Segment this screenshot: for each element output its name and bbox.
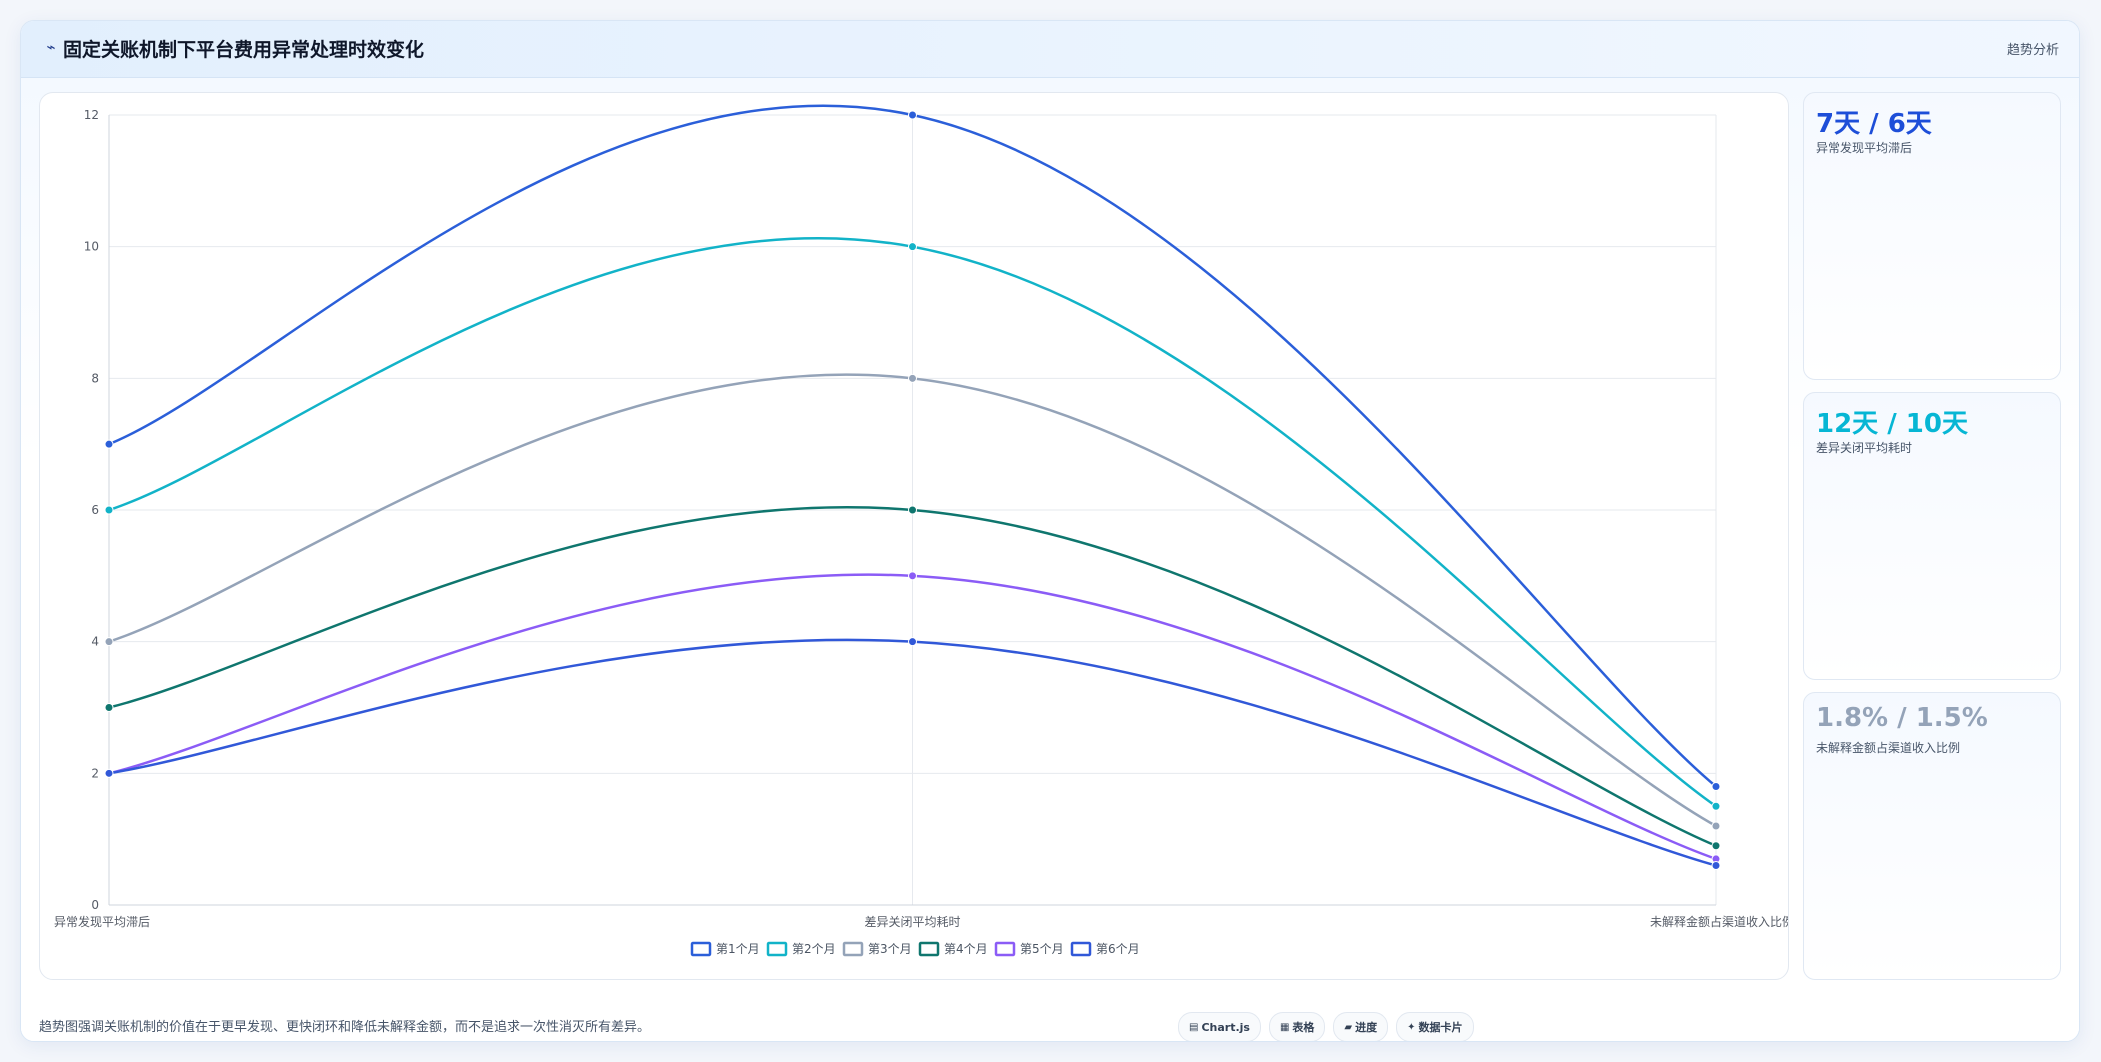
stat-value: 12天 / 10天 xyxy=(1816,409,1968,439)
data-point xyxy=(104,637,114,647)
stat-value: 1.8% / 1.5% xyxy=(1816,703,1988,733)
y-tick-label: 8 xyxy=(91,371,99,385)
chartjs-button[interactable]: ▤ Chart.js xyxy=(1178,1012,1261,1041)
y-tick-label: 6 xyxy=(91,503,99,517)
data-point xyxy=(1711,821,1721,831)
y-tick-label: 0 xyxy=(91,898,99,912)
table-button[interactable]: ▦ 表格 xyxy=(1268,1012,1326,1041)
data-point xyxy=(908,110,917,120)
legend-label: 第3个月 xyxy=(868,942,912,956)
data-point xyxy=(908,571,917,581)
tool-label: 数据卡片 xyxy=(1418,1021,1463,1034)
data-point xyxy=(1711,861,1721,870)
legend-swatch xyxy=(766,941,788,957)
data-point xyxy=(104,703,114,712)
trend-icon: ⌁ xyxy=(46,38,56,56)
progress-icon: ▰ xyxy=(1344,1021,1353,1033)
stat-label: 异常发现平均滞后 xyxy=(1816,141,1913,155)
data-point xyxy=(104,439,114,449)
trend-analysis-label[interactable]: 趋势分析 xyxy=(2006,43,2059,58)
x-tick-label: 差异关闭平均耗时 xyxy=(864,915,960,929)
chart-card: 0 2 4 6 8 10 12 异常发现平均滞后 差异关闭平均耗时 未解释金额占渠道收入比例第1个… xyxy=(39,92,1789,980)
x-tick-label: 异常发现平均滞后 xyxy=(54,914,150,929)
legend-label: 第2个月 xyxy=(792,942,836,956)
header-bar: ⌁ 固定关账机制下平台费用异常处理时效变化 趋势分析 xyxy=(21,21,2079,78)
legend-label: 第5个月 xyxy=(1020,942,1064,956)
line-chart: 0 2 4 6 8 10 12 异常发现平均滞后 差异关闭平均耗时 未解释金额占渠道收入比例第1个… xyxy=(54,104,1788,957)
data-point xyxy=(908,373,917,383)
legend-swatch xyxy=(918,941,940,957)
data-point xyxy=(1711,801,1721,811)
card-icon: ✦ xyxy=(1407,1021,1416,1033)
content-area: 0 2 4 6 8 10 12 异常发现平均滞后 差异关闭平均耗时 未解释金额占渠道收入比例 第1个… xyxy=(21,78,2079,1041)
stat-card-unexplained-ratio: 1.8% / 1.5% 未解释金额占渠道收入比例 xyxy=(1803,692,2061,980)
x-tick-label: 未解释金额占渠道收入比例 xyxy=(1650,914,1788,929)
legend-swatch xyxy=(690,941,712,957)
y-tick-label: 4 xyxy=(91,635,99,649)
chart-window: ⌁ 固定关账机制下平台费用异常处理时效变化 趋势分析 0 2 4 6 8 10 12 异常发现… xyxy=(20,20,2080,1042)
page-title: 固定关账机制下平台费用异常处理时效变化 xyxy=(63,39,425,61)
y-tick-label: 2 xyxy=(91,766,99,780)
data-point xyxy=(908,242,917,252)
y-tick-label: 12 xyxy=(84,108,99,122)
data-point xyxy=(104,768,114,778)
stat-label: 差异关闭平均耗时 xyxy=(1816,441,1913,455)
data-point xyxy=(908,637,917,647)
legend-label: 第1个月 xyxy=(716,942,760,956)
tool-label: Chart.js xyxy=(1201,1020,1250,1034)
footer-note: 趋势图强调关账机制的价值在于更早发现、更快闭环和降低未解释金额，而不是追求一次性… xyxy=(39,1020,651,1035)
table-icon: ▦ xyxy=(1279,1021,1290,1033)
tool-label: 表格 xyxy=(1292,1021,1315,1034)
stat-card-close-time: 12天 / 10天 差异关闭平均耗时 xyxy=(1803,392,2061,680)
data-point xyxy=(1711,782,1721,791)
view-switcher: ▤ Chart.js ▦ 表格 ▰ 进度 ✦ 数据卡片 xyxy=(1178,1012,1474,1041)
stat-value: 7天 / 6天 xyxy=(1816,109,1932,139)
data-point xyxy=(104,505,114,515)
data-card-button[interactable]: ✦ 数据卡片 xyxy=(1396,1012,1474,1041)
chart-icon: ▤ xyxy=(1189,1021,1199,1033)
legend-label: 第6个月 xyxy=(1096,942,1140,956)
legend-swatch xyxy=(994,941,1016,957)
stat-card-detection-lag: 7天 / 6天 异常发现平均滞后 xyxy=(1803,92,2061,380)
tool-label: 进度 xyxy=(1355,1021,1378,1034)
data-point xyxy=(908,505,917,515)
legend-swatch xyxy=(1070,941,1092,957)
legend-swatch xyxy=(842,941,864,957)
data-point xyxy=(1711,841,1721,851)
stat-label: 未解释金额占渠道收入比例 xyxy=(1816,741,1961,755)
legend-label: 第4个月 xyxy=(944,942,988,956)
y-tick-label: 10 xyxy=(84,240,99,254)
progress-button[interactable]: ▰ 进度 xyxy=(1333,1012,1389,1041)
